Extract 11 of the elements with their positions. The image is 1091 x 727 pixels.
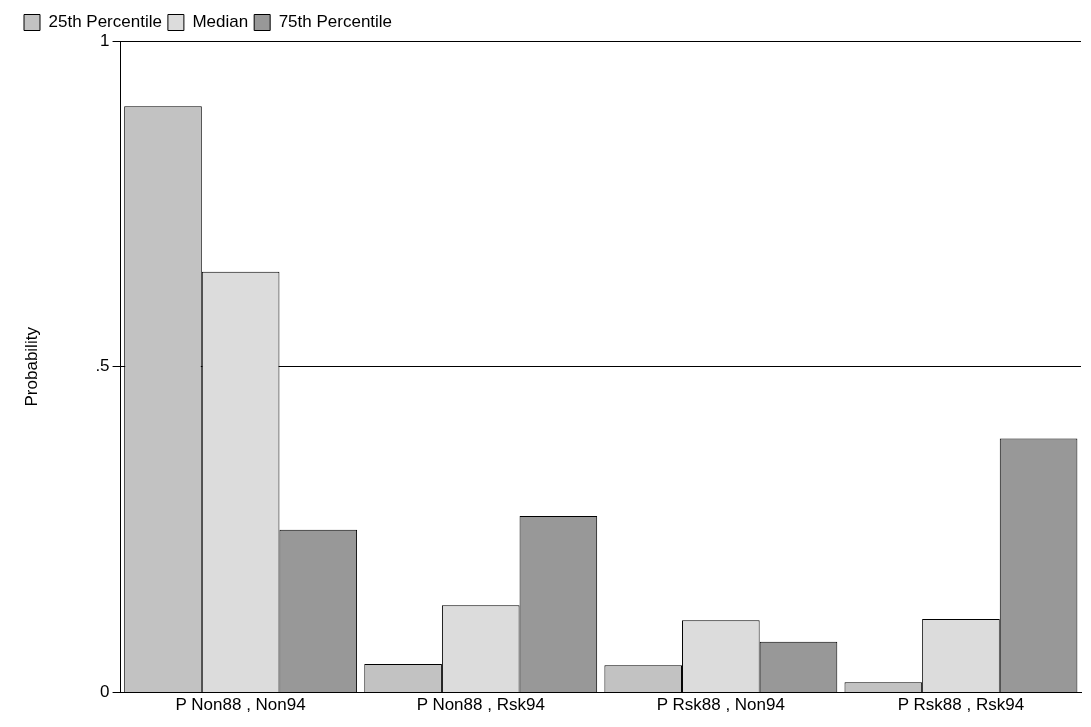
- legend-label: 25th Percentile: [48, 12, 162, 32]
- legend-label: Median: [192, 12, 249, 32]
- x-tick-label: P Rsk88 , Rsk94: [897, 695, 1025, 715]
- legend-label: 75th Percentile: [278, 12, 393, 32]
- y-tick-label: .5: [95, 356, 110, 376]
- y-axis-title: Probability: [21, 326, 41, 407]
- x-tick-label: P Rsk88 , Non94: [656, 695, 785, 715]
- x-tick-label: P Non88 , Rsk94: [416, 695, 545, 715]
- y-tick-label: 0: [100, 682, 110, 702]
- y-tick-label: 1: [100, 30, 110, 50]
- x-tick-label: P Non88 , Non94: [175, 695, 306, 715]
